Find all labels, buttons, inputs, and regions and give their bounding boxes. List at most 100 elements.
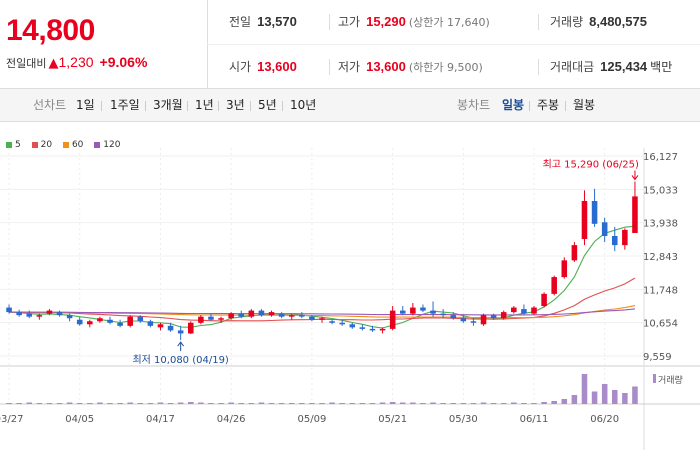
- volume-bar: [389, 402, 396, 404]
- candle: [26, 313, 33, 317]
- tab-weekly[interactable]: 주봉: [537, 98, 560, 112]
- candle: [611, 235, 618, 246]
- line-chart-label: 선차트: [33, 98, 67, 112]
- tab-5years[interactable]: 5년: [258, 98, 277, 112]
- tab-divider: [250, 101, 251, 111]
- volume-bar: [66, 402, 73, 404]
- change-percent: +9.06%: [99, 54, 148, 70]
- y-tick-label: 10,654: [643, 319, 678, 330]
- candle: [198, 316, 204, 323]
- volume-bar: [97, 402, 103, 404]
- candle: [278, 313, 285, 317]
- volume-bar: [198, 402, 204, 404]
- volume-bar: [511, 402, 517, 404]
- candle: [117, 322, 123, 326]
- divider: [329, 14, 330, 30]
- x-tick-label: 04/26: [217, 414, 246, 425]
- candle: [258, 310, 265, 316]
- candle: [511, 307, 517, 313]
- legend-swatch: [6, 141, 12, 148]
- volume-bar: [87, 403, 93, 404]
- volume-bar: [107, 403, 113, 404]
- candle: [107, 319, 113, 323]
- stat-prev-close: 전일 13,570: [229, 0, 297, 44]
- low-annotation-arrowhead: [177, 341, 185, 347]
- volume-bar: [46, 403, 53, 404]
- tab-10years[interactable]: 10년: [290, 98, 317, 112]
- candle: [97, 318, 103, 322]
- x-tick-label: 05/09: [297, 414, 326, 425]
- high-annotation: 최고 15,290 (06/25): [543, 158, 639, 170]
- candle: [410, 307, 416, 314]
- x-tick-label: 04/17: [146, 414, 175, 425]
- candle: [167, 325, 174, 331]
- volume-bar: [430, 402, 436, 404]
- volume-label: 거래량: [550, 15, 584, 29]
- stats-row-2: 시가 13,600 저가 13,600 (하한가 9,500) 거래대금 125,434…: [207, 44, 700, 89]
- tab-1week[interactable]: 1주일: [110, 98, 140, 112]
- tab-1year[interactable]: 1년: [195, 98, 214, 112]
- lower-limit: (하한가 9,500): [408, 61, 483, 74]
- candle: [591, 200, 598, 224]
- divider: [538, 14, 539, 30]
- volume-bar: [258, 402, 265, 404]
- volume-bar: [117, 403, 123, 404]
- tab-daily[interactable]: 일봉: [502, 98, 525, 112]
- open-label: 시가: [229, 60, 252, 74]
- candle: [622, 229, 628, 246]
- y-tick-label: 13,938: [643, 219, 678, 230]
- candle: [571, 245, 578, 261]
- candle: [369, 328, 376, 331]
- x-tick-label: 05/21: [378, 414, 407, 425]
- change-value: 1,230: [58, 54, 94, 70]
- legend-label: 60: [71, 140, 84, 150]
- volume-bar: [490, 403, 497, 404]
- high-label: 고가: [338, 15, 361, 29]
- x-tick-label: 05/30: [449, 414, 478, 425]
- volume-bar: [157, 402, 164, 404]
- candle: [218, 318, 224, 320]
- amount-value: 125,434: [600, 59, 648, 74]
- candle: [339, 322, 345, 325]
- volume-bar: [460, 403, 467, 404]
- candle: [147, 321, 154, 326]
- volume-bar: [622, 393, 628, 404]
- volume-bar: [500, 403, 507, 404]
- tab-monthly[interactable]: 월봉: [573, 98, 596, 112]
- candle: [177, 330, 184, 334]
- volume-bar: [288, 403, 295, 404]
- moving-average-lines: [8, 225, 636, 329]
- x-axis: 03/27 04/05 04/17 04/26 05/09 05/21 05/30 06/11…: [0, 414, 619, 425]
- upper-limit: (상한가 17,640): [408, 16, 490, 29]
- x-tick-label: 04/05: [65, 414, 94, 425]
- legend-ma60: 60: [62, 140, 84, 150]
- volume-bar: [450, 403, 457, 404]
- volume-bar: [177, 402, 184, 404]
- ma-legend: 5 20 60 120: [6, 140, 128, 150]
- stat-amount: 거래대금 125,434 백만: [550, 45, 672, 89]
- candle: [208, 316, 214, 320]
- candle: [551, 277, 557, 294]
- candle: [228, 313, 234, 319]
- candle: [87, 321, 93, 325]
- candle-chart-label: 봉차트: [457, 98, 491, 112]
- candle: [137, 316, 144, 322]
- y-axis: 16,127 15,033 13,938 12,843 11,748 10,654 9,55…: [643, 152, 678, 363]
- tab-divider: [187, 101, 188, 111]
- volume-bar: [309, 403, 315, 404]
- tab-1day[interactable]: 1일: [76, 98, 95, 112]
- volume-bar: [561, 399, 568, 404]
- tab-3months[interactable]: 3개월: [153, 98, 183, 112]
- volume-bar: [632, 386, 638, 404]
- up-arrow-icon: ▲: [48, 56, 59, 71]
- tab-3years[interactable]: 3년: [226, 98, 245, 112]
- legend-label: 120: [103, 140, 121, 150]
- prev-close-value: 13,570: [257, 14, 297, 29]
- volume-bar: [470, 403, 477, 404]
- volume-bar: [571, 395, 578, 404]
- low-label: 저가: [338, 60, 361, 74]
- chart-tabs-bar: 선차트 1일 1주일 3개월 1년 3년 5년 10년 봉차트 일봉 주봉 월봉: [0, 89, 700, 122]
- stat-volume: 거래량 8,480,575: [550, 0, 647, 44]
- candle: [288, 315, 295, 317]
- candle: [127, 316, 133, 326]
